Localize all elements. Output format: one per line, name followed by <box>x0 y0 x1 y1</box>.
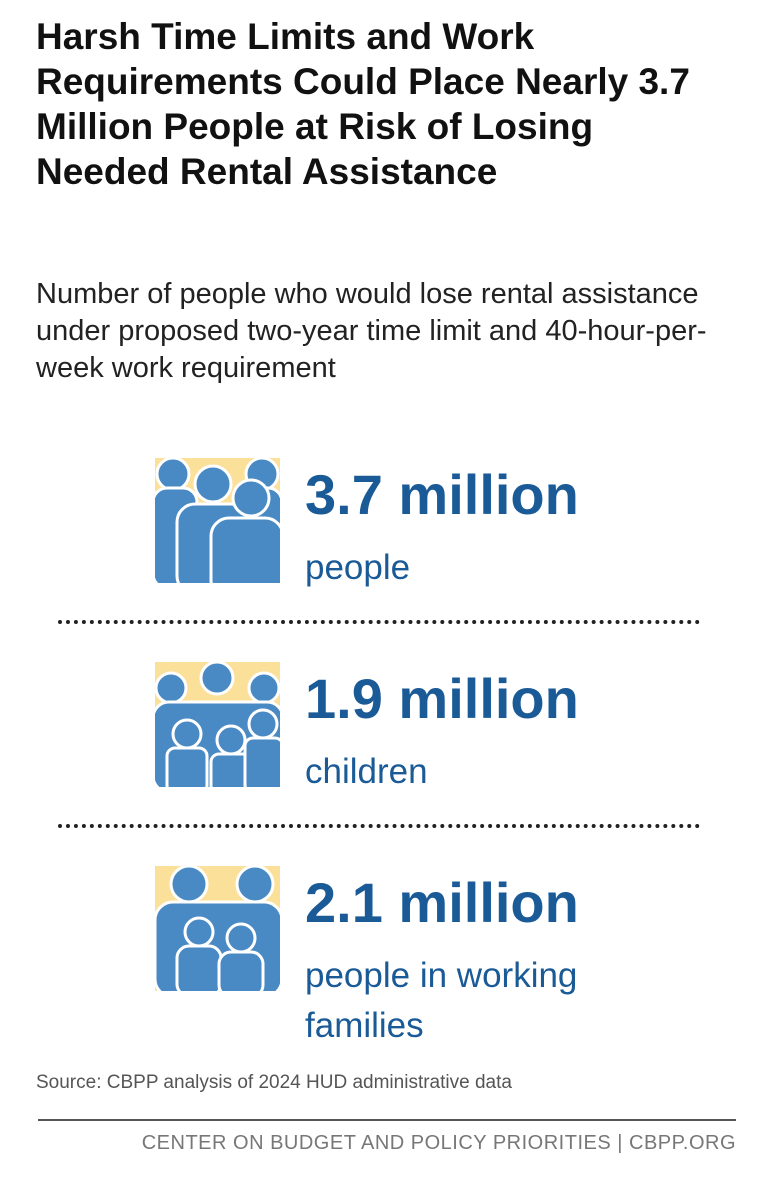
people-icon <box>155 458 280 583</box>
title: Harsh Time Limits and Work Requirements … <box>36 16 690 192</box>
stat-label: people <box>305 548 411 587</box>
children-icon <box>155 662 280 787</box>
subtitle: Number of people who would lose rental a… <box>36 278 707 384</box>
divider <box>58 620 700 624</box>
families-icon <box>155 866 280 991</box>
divider <box>58 824 700 828</box>
footer: CENTER ON BUDGET AND POLICY PRIORITIES |… <box>141 1132 736 1154</box>
source: Source: CBPP analysis of 2024 HUD admini… <box>36 1072 512 1093</box>
stat-value: 1.9 million <box>305 667 579 730</box>
stat-label: people in working families <box>305 956 578 1045</box>
stat-label: children <box>305 752 428 791</box>
stat-value: 2.1 million <box>305 871 579 934</box>
stat-value: 3.7 million <box>305 463 579 526</box>
rule <box>38 1119 736 1121</box>
